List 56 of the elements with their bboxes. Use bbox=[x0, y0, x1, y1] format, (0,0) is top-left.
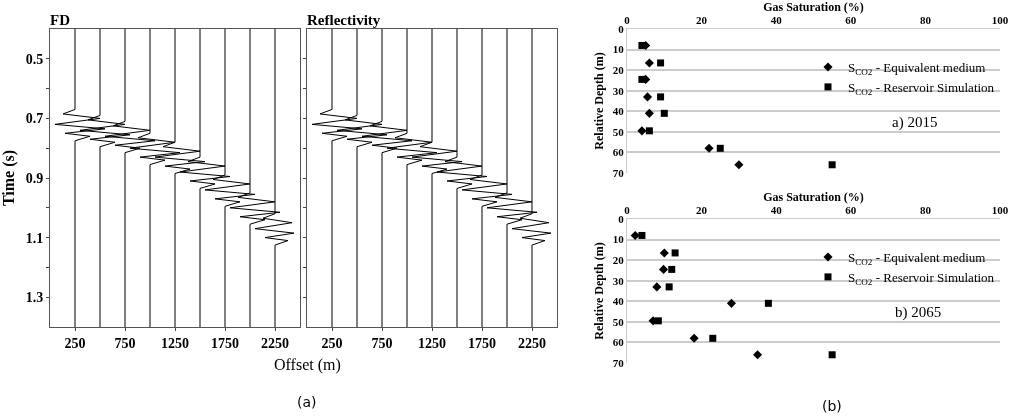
y-tick-label: 70 bbox=[612, 166, 625, 179]
y-tick-label: 60 bbox=[612, 146, 625, 159]
x-tick-label: 1250 bbox=[161, 335, 189, 351]
y-tick-label: 0.7 bbox=[25, 111, 44, 127]
x-tick-label: 40 bbox=[770, 203, 783, 216]
y-axis-title: Relative Depth (m) bbox=[592, 242, 607, 340]
y-tick-label: 50 bbox=[612, 315, 625, 328]
legend-label: S$_{CO2}$ - Equivalent medium bbox=[848, 60, 986, 77]
x-tick-label: 100 bbox=[991, 13, 1009, 26]
chart-title: FD bbox=[50, 12, 71, 28]
y-tick-label: 40 bbox=[612, 105, 625, 118]
x-tick-label: 1750 bbox=[211, 335, 239, 351]
y-tick-label: 10 bbox=[612, 43, 625, 56]
y-axis-title: Relative Depth (m) bbox=[592, 52, 607, 150]
text: (b) bbox=[822, 398, 842, 414]
y-tick-label: 70 bbox=[612, 356, 625, 369]
x-tick-label: 1250 bbox=[418, 335, 446, 351]
text: (a) bbox=[297, 394, 317, 410]
y-tick-label: 0.9 bbox=[25, 170, 44, 186]
y-tick-label: 1.3 bbox=[25, 290, 44, 306]
y-tick-label: 50 bbox=[612, 125, 625, 138]
y-tick-label: 30 bbox=[612, 274, 625, 287]
x-tick-label: 1750 bbox=[468, 335, 496, 351]
x-tick-label: 40 bbox=[770, 13, 783, 26]
x-tick-label: 2250 bbox=[261, 335, 289, 351]
y-tick-label: 0 bbox=[618, 212, 625, 225]
x-tick-label: 250 bbox=[64, 335, 86, 351]
x-axis-title: Gas Saturation (%) bbox=[763, 0, 864, 14]
y-tick-label: 10 bbox=[612, 233, 625, 246]
x-tick-label: 80 bbox=[919, 203, 932, 216]
x-tick-label: 750 bbox=[114, 335, 136, 351]
x-tick-label: 250 bbox=[321, 335, 343, 351]
legend-label: S$_{CO2}$ - Reservoir Simulation bbox=[848, 269, 995, 287]
legend-label: S$_{CO2}$ - Reservoir Simulation bbox=[848, 79, 995, 97]
y-axis-title: Time (s) bbox=[0, 149, 18, 207]
annotation: b) 2065 bbox=[895, 304, 942, 321]
x-tick-label: 2250 bbox=[518, 335, 546, 351]
x-axis-title: Gas Saturation (%) bbox=[763, 190, 864, 204]
legend-label: S$_{CO2}$ - Equivalent medium bbox=[848, 250, 986, 267]
x-tick-label: 60 bbox=[845, 203, 857, 216]
x-tick-label: 20 bbox=[696, 13, 708, 26]
x-tick-label: 750 bbox=[371, 335, 393, 351]
y-tick-label: 0.5 bbox=[25, 51, 44, 67]
y-tick-label: 30 bbox=[612, 84, 625, 97]
x-tick-label: 60 bbox=[845, 13, 857, 26]
annotation: a) 2015 bbox=[892, 114, 938, 131]
y-tick-label: 0 bbox=[618, 22, 625, 35]
y-tick-label: 20 bbox=[612, 63, 625, 76]
x-tick-label: 100 bbox=[991, 203, 1009, 216]
y-tick-label: 1.1 bbox=[25, 230, 44, 246]
x-tick-label: 80 bbox=[919, 13, 932, 26]
x-tick-label: 20 bbox=[696, 203, 708, 216]
y-tick-label: 20 bbox=[612, 253, 625, 266]
y-tick-label: 40 bbox=[612, 295, 625, 308]
chart-title: Reflectivity bbox=[307, 12, 381, 28]
x-axis-title: Offset (m) bbox=[274, 356, 341, 374]
